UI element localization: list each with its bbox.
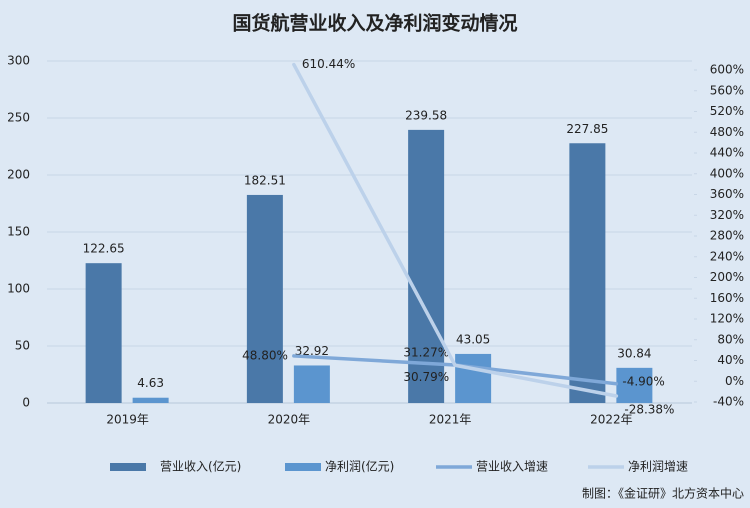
bar [569,143,606,403]
legend-label: 营业收入(亿元) [160,459,241,474]
y-tick-label: 50 [15,339,30,353]
y2-tick-label: 480% [710,125,744,139]
line-value-label: 31.27% [403,346,449,360]
y2-tick-label: 520% [710,104,744,118]
y2-tick-label: 400% [710,166,744,180]
y2-tick-label: -40% [713,395,744,409]
legend-swatch [110,463,146,471]
bar [246,194,283,403]
bar-value-label: 239.58 [405,108,447,122]
y2-tick-label: 280% [710,229,744,243]
bar-value-label: 32.92 [295,344,329,358]
legend-swatch [285,463,321,471]
y-tick-label: 100 [7,282,30,296]
y2-tick-label: 40% [717,353,744,367]
y2-tick-label: 120% [710,312,744,326]
y2-tick-label: 320% [710,208,744,222]
bar [293,365,330,403]
x-tick-label: 2021年 [429,413,472,427]
line-value-label: -4.90% [622,374,664,388]
bar-value-label: 182.51 [244,173,286,187]
bar-value-label: 30.84 [617,346,651,360]
y2-tick-label: 440% [710,146,744,160]
line-value-label: 48.80% [242,348,288,362]
x-tick-label: 2019年 [106,413,149,427]
bar-value-label: 4.63 [137,376,164,390]
bar [408,129,445,404]
y-tick-label: 200 [7,168,30,182]
bar [132,397,169,403]
y2-tick-label: 360% [710,187,744,201]
y-tick-label: 250 [7,111,30,125]
bar-value-label: 227.85 [566,122,608,136]
bar [455,353,492,403]
source-note: 制图：《金证研》北方资本中心 [582,486,744,501]
line-value-label: 30.79% [403,370,449,384]
legend-label: 净利润增速 [628,460,688,474]
bar [85,263,122,403]
y2-tick-label: 240% [710,249,744,263]
line-value-label: 610.44% [302,57,355,71]
line [292,62,619,398]
x-tick-label: 2020年 [268,413,311,427]
y2-tick-label: 560% [710,83,744,97]
y-tick-label: 300 [7,54,30,68]
chart-title: 国货航营业收入及净利润变动情况 [232,12,517,35]
y2-tick-label: 80% [717,332,744,346]
legend-label: 营业收入增速 [476,460,548,474]
y2-tick-label: 600% [710,63,744,77]
line-value-label: -28.38% [624,402,674,416]
y2-tick-label: 160% [710,291,744,305]
y-tick-label: 0 [22,396,30,410]
x-tick-label: 2022年 [590,413,633,427]
bar-value-label: 122.65 [83,242,125,256]
y-tick-label: 150 [7,225,30,239]
bar [616,367,653,403]
y2-tick-label: 200% [710,270,744,284]
legend-label: 净利润(亿元) [325,459,394,474]
y2-tick-label: 0% [725,374,744,388]
bar-value-label: 43.05 [456,332,490,346]
